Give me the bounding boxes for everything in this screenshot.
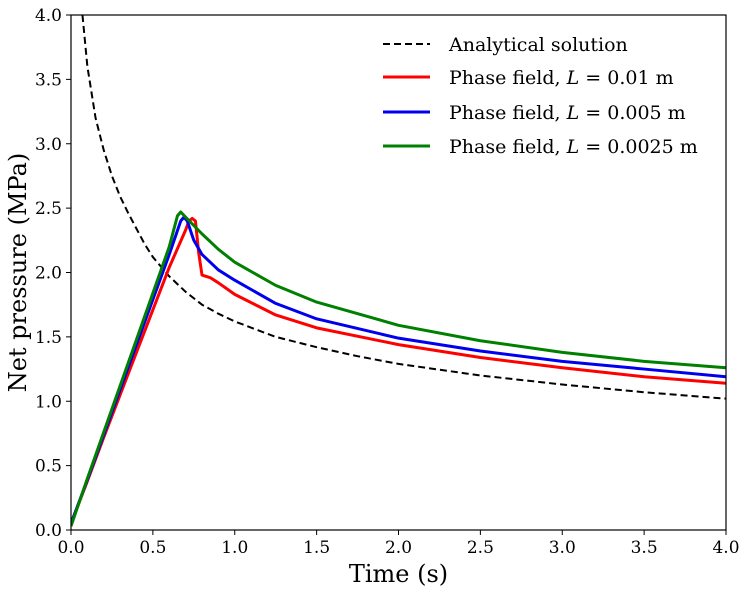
y-axis-ticks: 0.0 0.5 1.0 1.5 2.0 2.5 3.0 3.5 4.0 — [35, 6, 71, 541]
y-tick-label: 3.5 — [35, 70, 62, 90]
x-axis-ticks: 0.0 0.5 1.0 1.5 2.0 2.5 3.0 3.5 4.0 — [57, 530, 740, 558]
x-tick-label: 1.0 — [221, 538, 248, 558]
x-tick-label: 3.5 — [631, 538, 658, 558]
series-l-001-line — [71, 216, 726, 525]
series-layer — [71, 15, 726, 527]
y-tick-label: 1.5 — [35, 328, 62, 348]
series-analytical-line — [81, 15, 726, 400]
legend-label-l-0005: Phase field, L = 0.005 m — [449, 102, 686, 124]
legend-label-l-001: Phase field, L = 0.01 m — [449, 67, 674, 89]
legend: Analytical solution Phase field, L = 0.0… — [383, 34, 698, 158]
y-tick-label: 2.5 — [35, 199, 62, 219]
x-tick-label: 0.0 — [57, 538, 84, 558]
y-tick-label: 0.5 — [35, 457, 62, 477]
x-tick-label: 0.5 — [139, 538, 166, 558]
x-tick-label: 3.0 — [549, 538, 576, 558]
legend-label-l-00025: Phase field, L = 0.0025 m — [449, 136, 698, 158]
x-tick-label: 1.5 — [303, 538, 330, 558]
y-tick-label: 0.0 — [35, 521, 62, 541]
y-tick-label: 2.0 — [35, 264, 62, 284]
y-tick-label: 4.0 — [35, 6, 62, 26]
y-axis-label: Net pressure (MPa) — [4, 153, 32, 393]
legend-label-analytical: Analytical solution — [448, 34, 628, 56]
x-tick-label: 2.0 — [385, 538, 412, 558]
x-tick-label: 4.0 — [712, 538, 739, 558]
series-l-00025-line — [71, 210, 726, 527]
y-tick-label: 3.0 — [35, 135, 62, 155]
x-tick-label: 2.5 — [467, 538, 494, 558]
plot-area — [71, 15, 726, 530]
y-tick-label: 1.0 — [35, 392, 62, 412]
x-axis-label: Time (s) — [349, 560, 448, 588]
